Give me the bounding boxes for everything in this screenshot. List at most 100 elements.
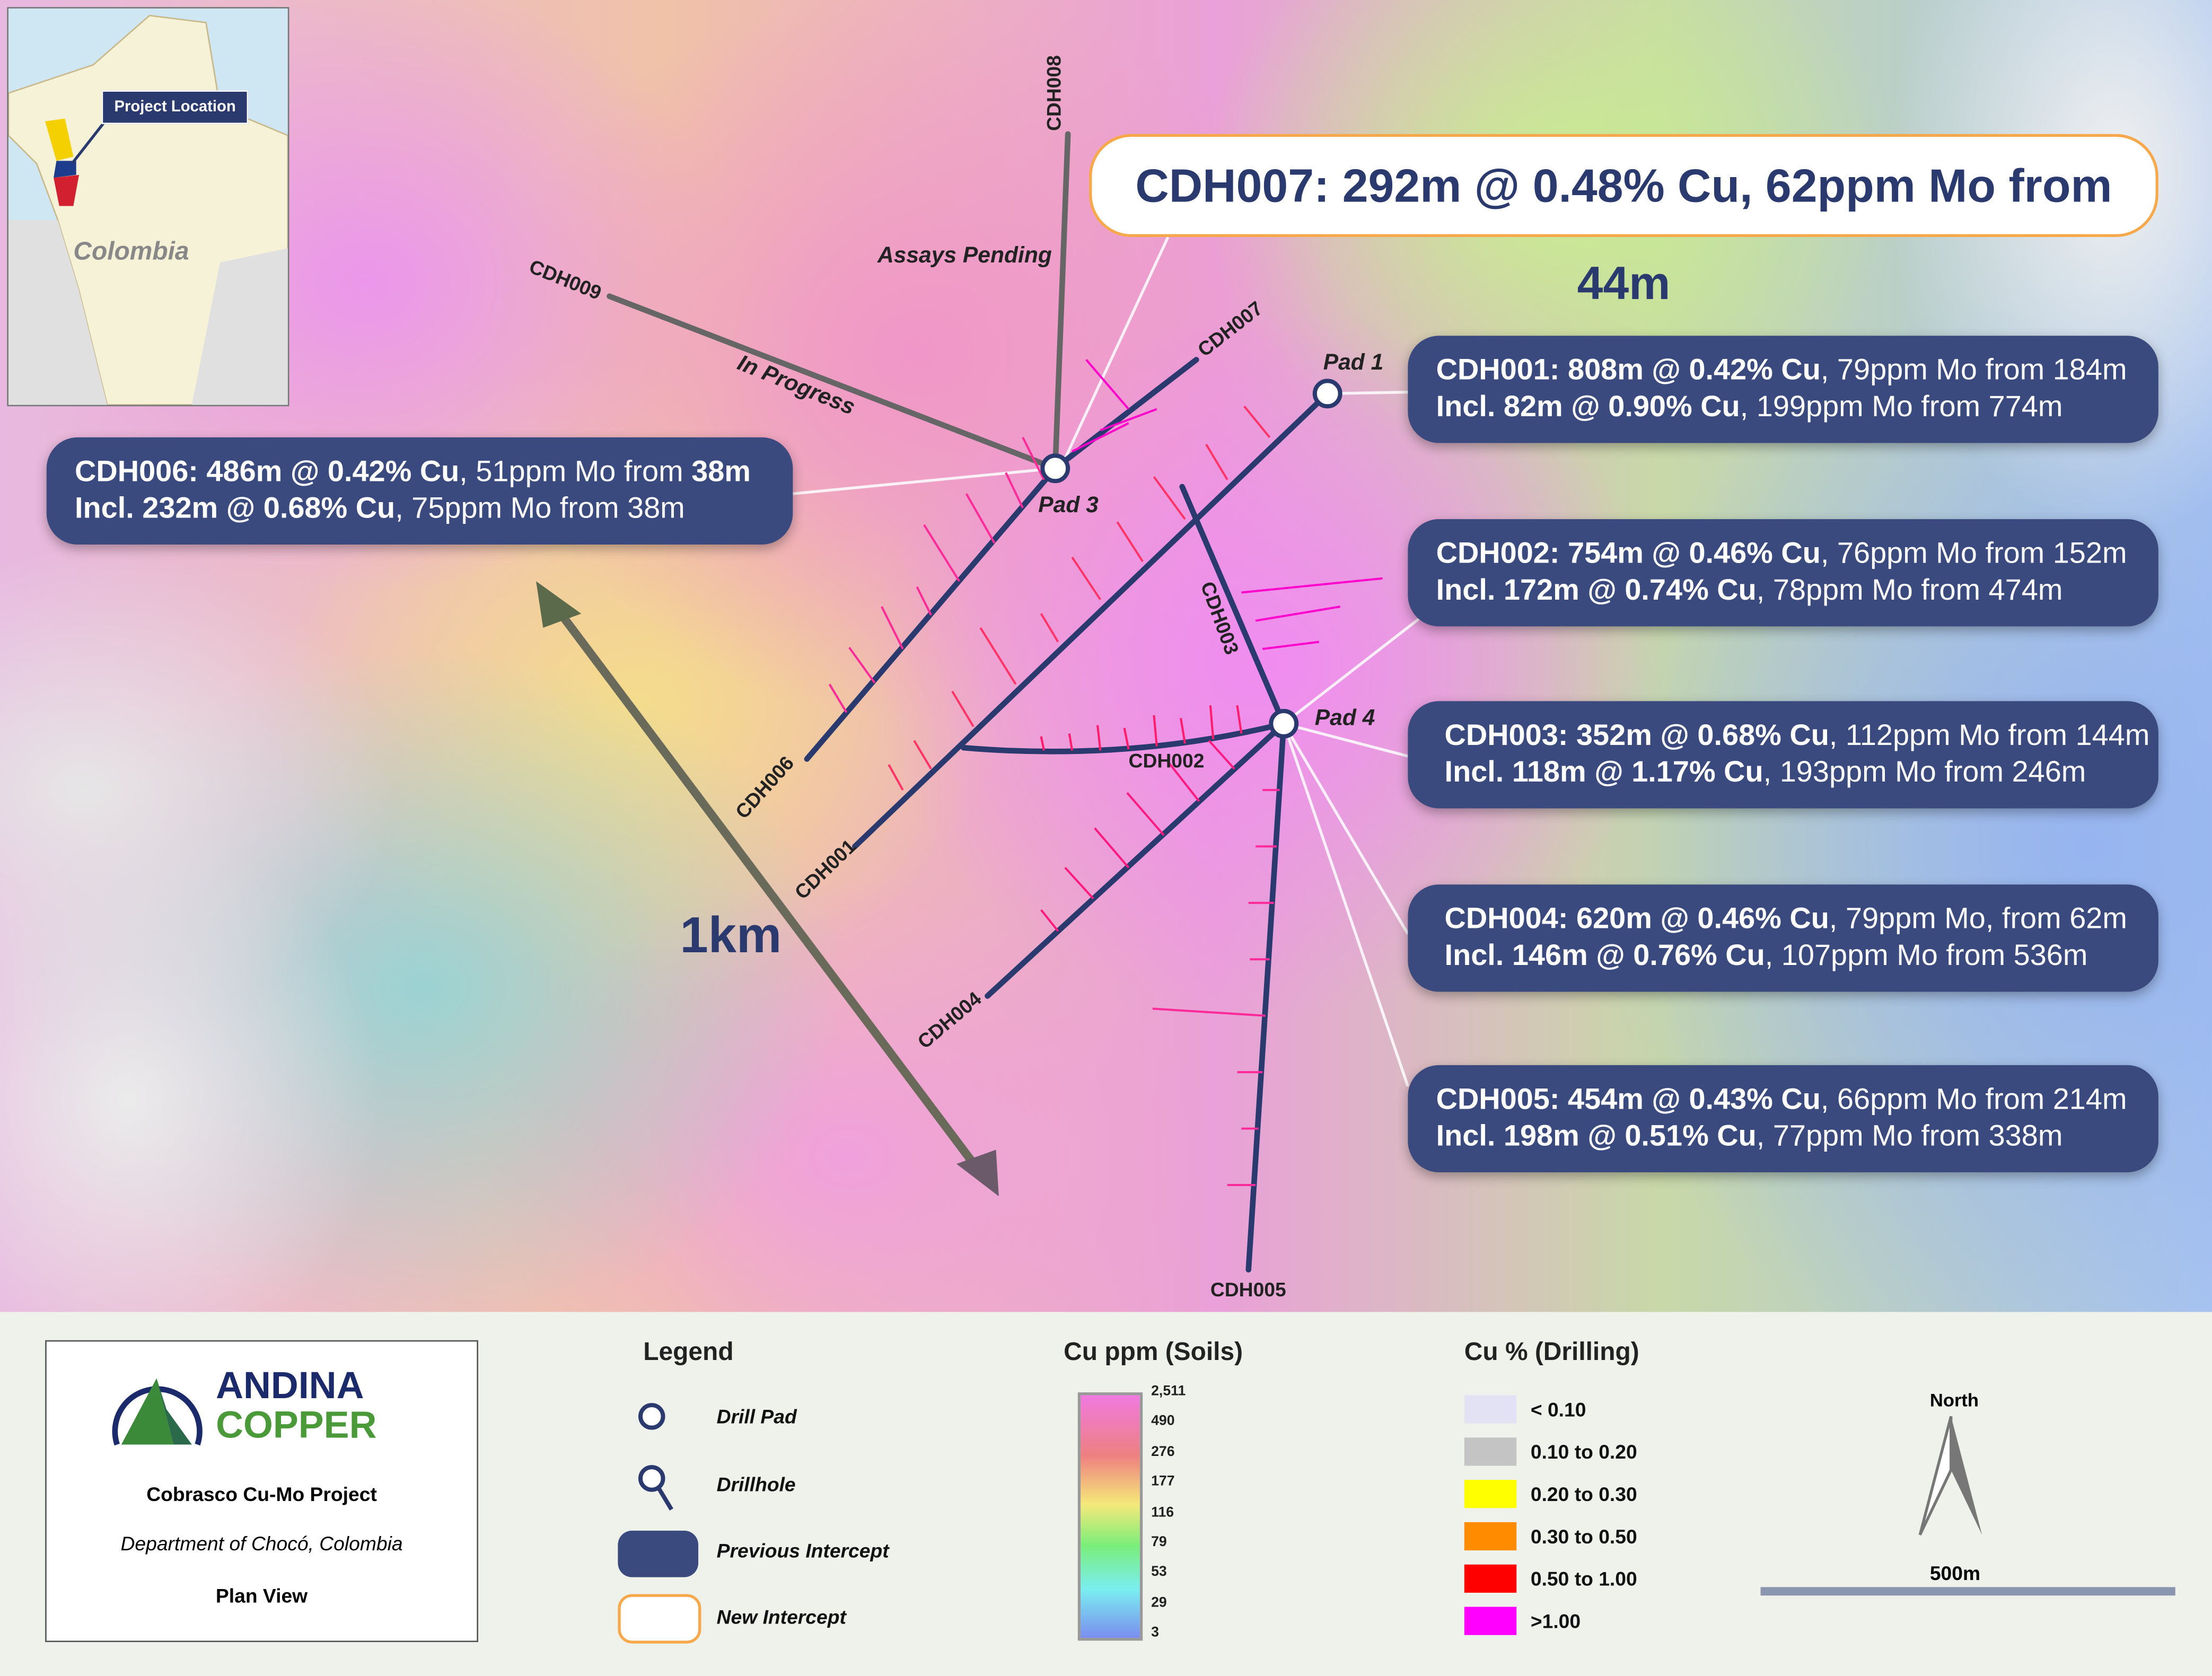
drilling-class-label: 0.50 to 1.00 bbox=[1530, 1567, 1637, 1590]
drilling-legend-title: Cu % (Drilling) bbox=[1464, 1337, 1639, 1366]
soils-tick-label: 276 bbox=[1151, 1444, 1175, 1460]
callout-text: CDH002: 754m @ 0.46% Cu bbox=[1436, 537, 1821, 570]
callout-text: CDH005: 454m @ 0.43% Cu bbox=[1436, 1083, 1821, 1116]
callout-text: , 199ppm Mo from 774m bbox=[1740, 391, 2063, 424]
legend-title: Legend bbox=[643, 1337, 734, 1366]
drill-pad-1[interactable] bbox=[1312, 379, 1342, 409]
callout-text: Incl. 146m @ 0.76% Cu bbox=[1444, 940, 1765, 972]
callout-text: Incl. 118m @ 1.17% Cu bbox=[1444, 756, 1763, 789]
scale-bar bbox=[1760, 1587, 2175, 1596]
soils-tick-label: 2,511 bbox=[1151, 1384, 1186, 1400]
map-area: Pad 1 Pad 3 Pad 4 CDH008 CDH009 CDH007 C… bbox=[0, 0, 2212, 1312]
leader-cdh004 bbox=[1282, 723, 1409, 935]
view-type: Plan View bbox=[215, 1584, 308, 1607]
hole-label-cdh002: CDH002 bbox=[1128, 749, 1205, 772]
previous-intercept-swatch bbox=[618, 1530, 699, 1577]
project-name: Cobrasco Cu-Mo Project bbox=[146, 1482, 377, 1505]
callout-cdh002: CDH002: 754m @ 0.46% Cu, 76ppm Mo from 1… bbox=[1408, 519, 2158, 627]
north-arrow-icon bbox=[1918, 1416, 1982, 1535]
drillhole-cdh005[interactable] bbox=[1245, 721, 1287, 1273]
soils-tick-label: 79 bbox=[1151, 1534, 1167, 1551]
callout-text: , 193ppm Mo from 246m bbox=[1763, 756, 2086, 789]
callout-cdh003: CDH003: 352m @ 0.68% Cu, 112ppm Mo from … bbox=[1408, 701, 2158, 809]
soils-tick-label: 29 bbox=[1151, 1595, 1167, 1611]
drill-pad-3[interactable] bbox=[1040, 453, 1070, 484]
callout-text: , 107ppm Mo from 536m bbox=[1765, 940, 2088, 972]
leader-cdh006 bbox=[793, 467, 1056, 495]
drilling-class-label: 0.20 to 0.30 bbox=[1530, 1482, 1637, 1505]
drill-pad-icon bbox=[638, 1403, 665, 1430]
1km-arrow-head-nw bbox=[536, 581, 582, 628]
callout-text: Incl. 198m @ 0.51% Cu bbox=[1436, 1120, 1757, 1153]
legend-item-new-intercept: New Intercept bbox=[716, 1605, 846, 1628]
callout-cdh001: CDH001: 808m @ 0.42% Cu, 79ppm Mo from 1… bbox=[1408, 336, 2158, 443]
drilling-class-label: >1.00 bbox=[1530, 1609, 1581, 1633]
callout-text: , 77ppm Mo from 338m bbox=[1756, 1120, 2063, 1153]
project-location-marker: Project Location bbox=[101, 90, 249, 125]
drilling-class-label: 0.10 to 0.20 bbox=[1530, 1440, 1637, 1463]
1km-scale-label: 1km bbox=[680, 906, 782, 964]
country-label: Colombia bbox=[73, 236, 189, 266]
scale-bar-label: 500m bbox=[1929, 1561, 1981, 1584]
callout-text: , 51ppm Mo from bbox=[459, 455, 692, 488]
leader-cdh002 bbox=[1283, 615, 1423, 725]
drilling-class-label: 0.30 to 0.50 bbox=[1530, 1525, 1637, 1548]
status-assays-pending: Assays Pending bbox=[877, 244, 1052, 268]
drilling-class-swatch bbox=[1464, 1480, 1517, 1508]
callout-text: , 78ppm Mo from 474m bbox=[1756, 574, 2063, 607]
drillhole-cdh003[interactable] bbox=[1179, 484, 1287, 727]
legend-symbols bbox=[638, 1403, 673, 1511]
soils-tick-label: 116 bbox=[1151, 1504, 1174, 1521]
callout-text: , 66ppm Mo from 214m bbox=[1820, 1083, 2127, 1116]
soils-tick-label: 53 bbox=[1151, 1565, 1167, 1581]
soils-tick-label: 3 bbox=[1151, 1625, 1159, 1641]
callout-text: , 79ppm Mo from 184m bbox=[1820, 354, 2127, 387]
callout-text: Incl. 172m @ 0.74% Cu bbox=[1436, 574, 1757, 607]
callout-text: , 75ppm Mo from 38m bbox=[395, 492, 685, 525]
drillhole-icon bbox=[638, 1465, 665, 1492]
drillhole-cdh009[interactable] bbox=[607, 293, 1058, 471]
leader-cdh005 bbox=[1282, 723, 1409, 1087]
drillhole-cdh002[interactable] bbox=[960, 721, 1287, 754]
drilling-class-swatch bbox=[1464, 1564, 1517, 1593]
leader-cdh003 bbox=[1283, 722, 1409, 758]
drillhole-layer bbox=[536, 131, 1423, 1273]
callout-text: , 79ppm Mo, from 62m bbox=[1829, 902, 2127, 936]
pad-4-label: Pad 4 bbox=[1314, 707, 1375, 731]
callout-text: CDH003: 352m @ 0.68% Cu bbox=[1444, 719, 1829, 752]
1km-arrow-shaft bbox=[547, 597, 991, 1185]
drilling-class-swatch bbox=[1464, 1437, 1517, 1466]
soils-color-ramp bbox=[1077, 1392, 1143, 1641]
legend-item-previous-intercept: Previous Intercept bbox=[716, 1539, 889, 1562]
callout-cdh005: CDH005: 454m @ 0.43% Cu, 66ppm Mo from 2… bbox=[1408, 1065, 2158, 1173]
callout-text: Incl. 82m @ 0.90% Cu bbox=[1436, 391, 1740, 424]
location-inset-map: Project Location Colombia bbox=[7, 7, 289, 407]
soils-tick-label: 490 bbox=[1151, 1414, 1175, 1430]
soils-tick-label: 177 bbox=[1151, 1474, 1175, 1490]
andina-copper-logo bbox=[112, 1378, 203, 1446]
new-intercept-callout-cdh007: CDH007: 292m @ 0.48% Cu, 62ppm Mo from 4… bbox=[1089, 134, 2158, 309]
new-intercept-swatch bbox=[618, 1594, 701, 1644]
title-block: ANDINA COPPER Cobrasco Cu-Mo Project Dep… bbox=[45, 1340, 478, 1643]
legend-item-drillhole: Drillhole bbox=[716, 1472, 796, 1496]
pad-3-label: Pad 3 bbox=[1038, 494, 1099, 518]
drillhole-cdh008[interactable] bbox=[1052, 131, 1071, 471]
company-name-line2: COPPER bbox=[216, 1403, 377, 1446]
callout-text: 38m bbox=[691, 455, 751, 488]
callout-cdh006: CDH006: 486m @ 0.42% Cu, 51ppm Mo from 3… bbox=[46, 437, 793, 545]
drilling-class-swatch bbox=[1464, 1522, 1517, 1551]
drillhole-cdh007[interactable] bbox=[1052, 357, 1199, 471]
callout-text: CDH006: 486m @ 0.42% Cu bbox=[75, 455, 460, 488]
pad-1-label: Pad 1 bbox=[1323, 351, 1384, 375]
legend-panel: ANDINA COPPER Cobrasco Cu-Mo Project Dep… bbox=[0, 1312, 2212, 1676]
legend-item-drill-pad: Drill Pad bbox=[716, 1405, 797, 1428]
callout-text: CDH004: 620m @ 0.46% Cu bbox=[1444, 902, 1829, 936]
drill-pad-4[interactable] bbox=[1269, 709, 1299, 739]
callout-text: Incl. 232m @ 0.68% Cu bbox=[75, 492, 396, 525]
drillhole-cdh001[interactable] bbox=[852, 391, 1331, 849]
north-label: North bbox=[1929, 1389, 1979, 1411]
assay-histograms bbox=[828, 359, 1383, 1186]
project-location: Department of Chocó, Colombia bbox=[120, 1532, 403, 1555]
callout-text: , 112ppm Mo from 144m bbox=[1829, 719, 2150, 752]
drillhole-cdh004[interactable] bbox=[985, 721, 1287, 999]
